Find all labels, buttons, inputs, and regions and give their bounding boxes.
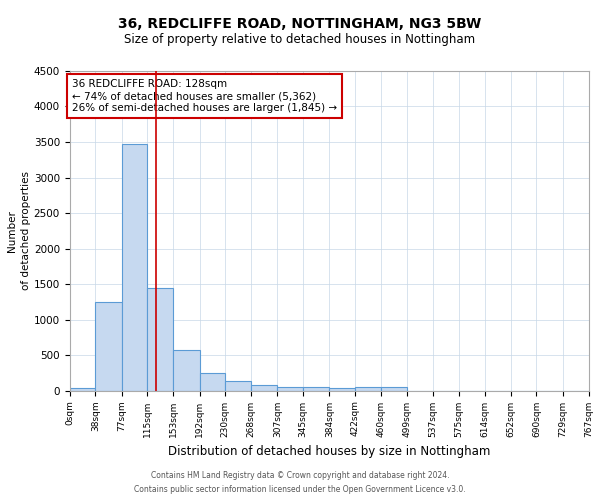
- Text: 36, REDCLIFFE ROAD, NOTTINGHAM, NG3 5BW: 36, REDCLIFFE ROAD, NOTTINGHAM, NG3 5BW: [118, 18, 482, 32]
- Bar: [225, 382, 251, 390]
- Bar: [381, 387, 407, 390]
- Bar: [95, 302, 122, 390]
- Bar: [173, 350, 200, 391]
- Text: Size of property relative to detached houses in Nottingham: Size of property relative to detached ho…: [124, 32, 476, 46]
- X-axis label: Distribution of detached houses by size in Nottingham: Distribution of detached houses by size …: [168, 445, 490, 458]
- Bar: [122, 144, 148, 390]
- Bar: [200, 373, 225, 390]
- Bar: [303, 387, 329, 390]
- Y-axis label: Number
of detached properties: Number of detached properties: [7, 172, 31, 290]
- Bar: [70, 388, 95, 390]
- Bar: [251, 385, 277, 390]
- Bar: [355, 387, 381, 390]
- Bar: [148, 288, 173, 391]
- Text: Contains HM Land Registry data © Crown copyright and database right 2024.
Contai: Contains HM Land Registry data © Crown c…: [134, 472, 466, 494]
- Bar: [329, 388, 355, 390]
- Text: 36 REDCLIFFE ROAD: 128sqm
← 74% of detached houses are smaller (5,362)
26% of se: 36 REDCLIFFE ROAD: 128sqm ← 74% of detac…: [72, 80, 337, 112]
- Bar: [277, 388, 303, 390]
